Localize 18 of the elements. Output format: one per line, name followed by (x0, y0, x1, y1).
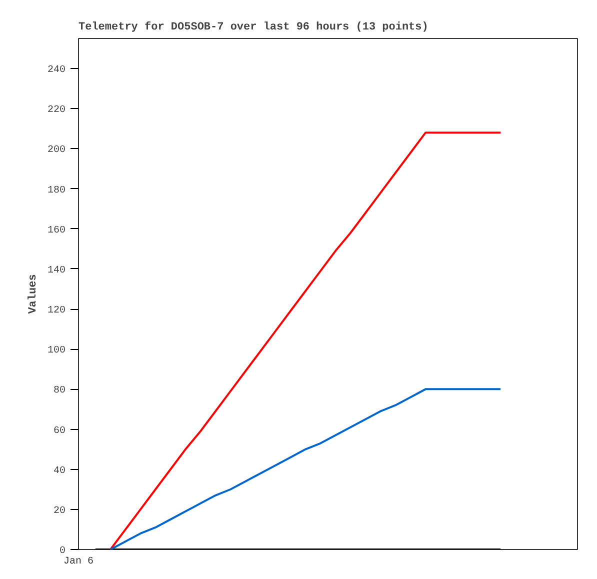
line-series (109, 388, 502, 550)
y-tick-label: 0 (60, 546, 66, 557)
y-tick-label: 120 (47, 306, 66, 317)
y-tick-label: 40 (54, 466, 66, 477)
text: Jan 6 (64, 556, 94, 568)
y-tick-label: 200 (47, 145, 66, 156)
chart-title: Telemetry for DO5SOB-7 over last 96 hours (13 points) (78, 20, 428, 34)
y-axis-title: Values (27, 274, 40, 314)
y-tick-label: 60 (54, 426, 66, 437)
y-tick-label: 240 (47, 65, 66, 76)
y-tick-label: 140 (47, 265, 66, 276)
y-tick-label: 80 (54, 386, 66, 397)
y-tick-label: 220 (47, 105, 66, 116)
y-tick-label: 100 (47, 346, 66, 357)
line-series (109, 132, 502, 550)
y-tick-label: 160 (47, 225, 66, 236)
y-tick-label: 20 (54, 506, 66, 517)
y-tick-label: 180 (47, 185, 66, 196)
